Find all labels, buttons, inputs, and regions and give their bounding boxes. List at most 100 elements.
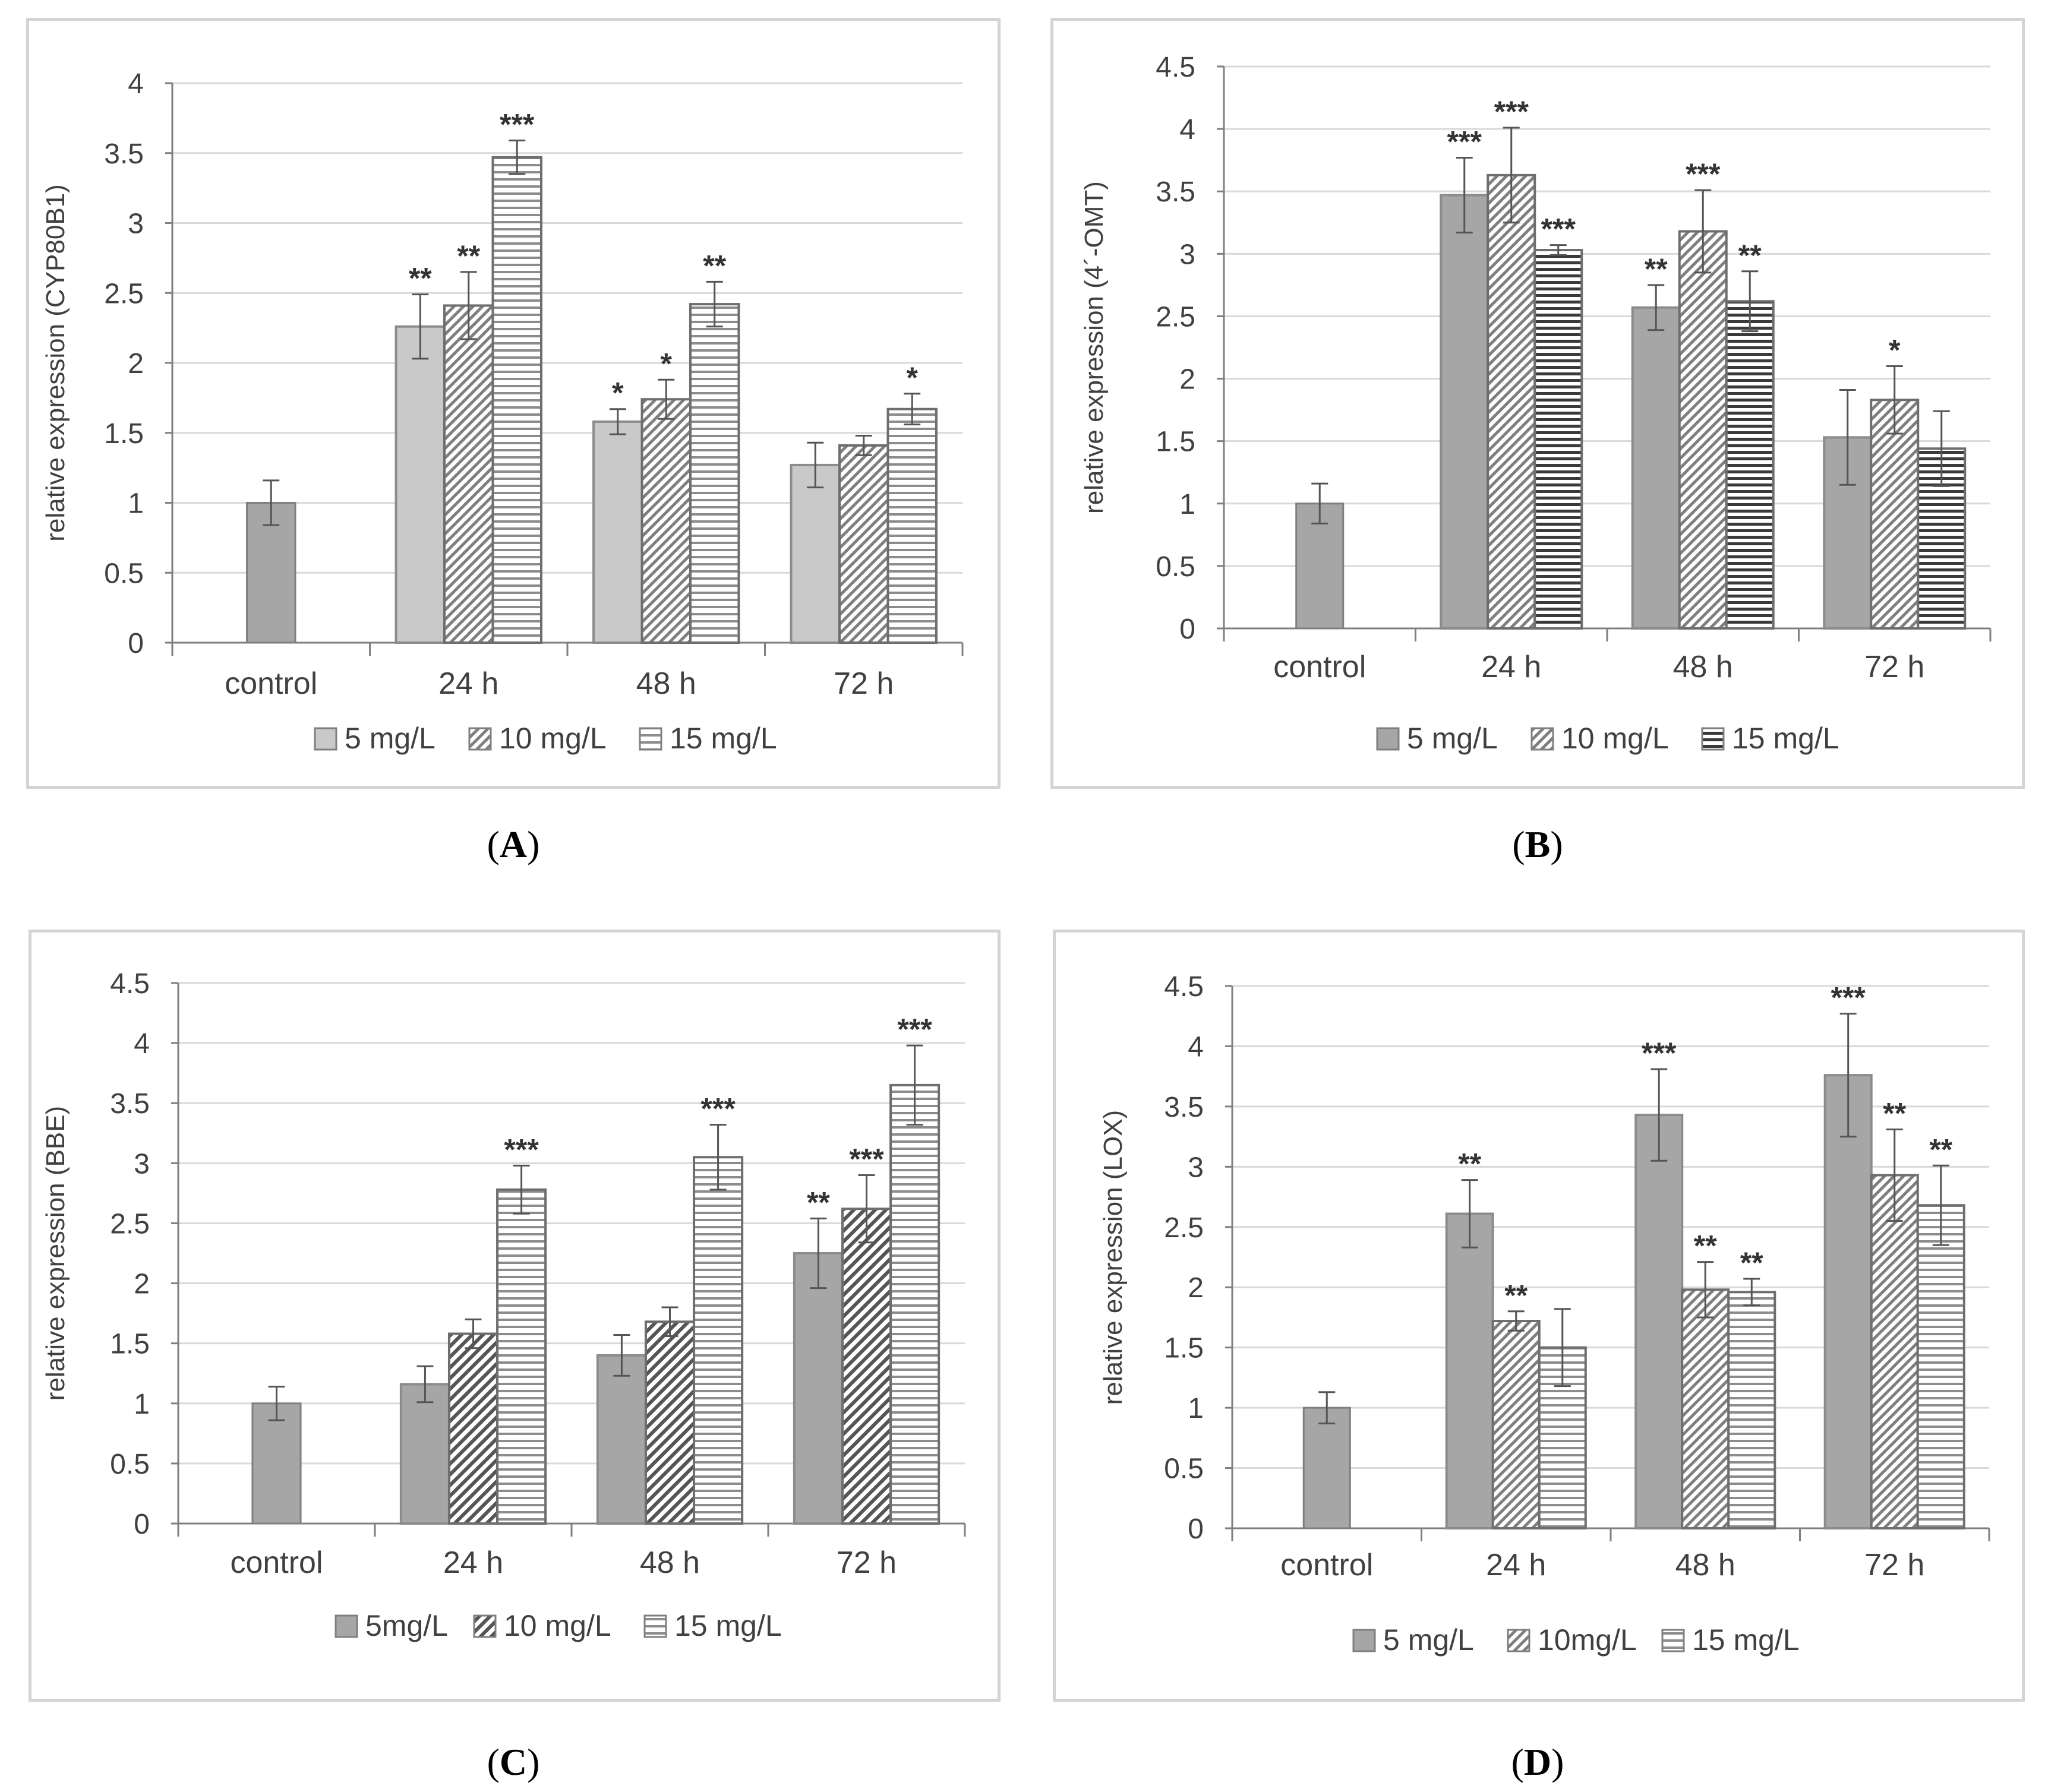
error-bar — [1507, 1310, 1525, 1332]
bar — [1634, 1114, 1684, 1529]
bar — [1678, 230, 1728, 630]
y-tick-label: 1.5 — [110, 1329, 150, 1360]
y-tick-label: 3.5 — [104, 138, 144, 170]
legend-item: 10 mg/L — [1530, 722, 1669, 755]
error-bar — [509, 140, 526, 175]
bar — [592, 420, 643, 644]
bar — [841, 1208, 892, 1525]
y-tick-label: 2 — [128, 348, 144, 380]
bar — [1445, 1212, 1494, 1529]
legend-item: 10 mg/L — [473, 1609, 611, 1642]
panel-box-d — [1053, 930, 2025, 1702]
error-bar — [810, 1217, 827, 1290]
significance-label: ** — [703, 249, 726, 282]
y-tick-label: 1.5 — [104, 418, 144, 450]
error-bar — [709, 1124, 727, 1191]
bar — [889, 1083, 941, 1525]
y-tick-label: 3.5 — [1156, 176, 1195, 208]
significance-label: ** — [807, 1186, 830, 1219]
legend-label: 10 mg/L — [1561, 722, 1669, 755]
error-bar — [609, 408, 626, 435]
bar — [640, 398, 692, 644]
y-axis-label: relative expression (4´-OMT) — [1080, 181, 1109, 514]
legend-item: 5 mg/L — [1352, 1623, 1474, 1657]
x-tick-label: 24 h — [443, 1546, 503, 1580]
significance-label: *** — [500, 108, 535, 141]
y-tick-label: 2 — [1179, 364, 1195, 396]
significance-label: ** — [409, 262, 432, 295]
legend-label: 15 mg/L — [1732, 722, 1839, 755]
bar — [596, 1354, 647, 1525]
x-tick-label: 48 h — [1675, 1548, 1735, 1582]
legend-label: 15 mg/L — [1692, 1623, 1800, 1657]
error-bar — [1318, 1391, 1336, 1424]
x-tick-label: 24 h — [438, 666, 498, 701]
bar — [395, 325, 446, 644]
error-bar — [1932, 1164, 1949, 1246]
error-bar — [1461, 1179, 1478, 1249]
y-axis-label: relative expression (CYP80B1) — [41, 184, 70, 542]
significance-label: * — [661, 347, 673, 380]
legend-swatch — [1507, 1629, 1530, 1652]
error-bar — [1697, 1261, 1714, 1319]
x-tick-label: control — [1280, 1548, 1373, 1582]
error-bar — [1886, 1128, 1903, 1222]
y-tick-label: 0 — [134, 1509, 150, 1540]
y-tick-label: 4 — [1179, 114, 1195, 146]
bar-control — [246, 502, 296, 644]
error-bar — [1839, 388, 1856, 486]
error-bar — [1311, 482, 1328, 524]
legend-swatch — [1701, 727, 1725, 751]
y-tick-label: 0 — [1188, 1513, 1204, 1545]
legend-label: 5 mg/L — [345, 722, 435, 755]
legend-item: 15 mg/L — [639, 722, 777, 755]
x-tick-label: control — [230, 1546, 323, 1580]
significance-label: ** — [1883, 1096, 1906, 1130]
error-bar — [513, 1164, 530, 1215]
y-tick-label: 0 — [128, 628, 144, 659]
y-tick-label: 4 — [134, 1028, 150, 1060]
bar — [693, 1156, 744, 1525]
bar — [1727, 1291, 1776, 1530]
error-bar — [465, 1318, 482, 1349]
error-bar — [460, 271, 477, 340]
legend-swatch — [643, 1614, 667, 1638]
error-bar — [906, 1044, 923, 1126]
significance-label: *** — [897, 1013, 932, 1046]
bar — [886, 407, 938, 644]
bar — [1487, 173, 1536, 630]
y-tick-label: 0.5 — [1164, 1453, 1204, 1485]
bar — [1823, 1074, 1873, 1530]
x-tick-label: 72 h — [834, 666, 894, 701]
y-tick-label: 1.5 — [1156, 426, 1195, 458]
significance-label: *** — [700, 1092, 736, 1126]
x-tick-label: 72 h — [1864, 650, 1924, 684]
legend-item: 5mg/L — [334, 1609, 448, 1642]
y-axis-label: relative expression (LOX) — [1099, 1110, 1128, 1405]
caption-d: (D) — [1511, 1741, 1564, 1783]
legend-label: 15 mg/L — [674, 1609, 782, 1642]
caption-c: (C) — [487, 1741, 540, 1783]
error-bar — [1839, 1013, 1857, 1138]
bar — [1491, 1320, 1541, 1529]
x-tick-label: 72 h — [1864, 1548, 1924, 1582]
significance-label: *** — [1447, 125, 1482, 158]
error-bar — [1694, 189, 1712, 274]
y-tick-label: 4.5 — [1156, 52, 1195, 83]
y-tick-label: 4 — [1188, 1031, 1204, 1063]
error-bar — [858, 1174, 875, 1244]
significance-label: * — [906, 361, 918, 394]
significance-label: *** — [1541, 213, 1576, 246]
legend-swatch — [1530, 727, 1554, 751]
legend-item: 5 mg/L — [1376, 722, 1498, 755]
significance-label: ** — [1740, 1246, 1763, 1279]
significance-label: *** — [504, 1133, 539, 1166]
y-tick-label: 3.5 — [1164, 1092, 1204, 1123]
caption-b: (B) — [1512, 823, 1563, 865]
y-tick-label: 3.5 — [110, 1088, 150, 1120]
bar — [1440, 194, 1489, 630]
significance-label: *** — [1686, 157, 1721, 191]
